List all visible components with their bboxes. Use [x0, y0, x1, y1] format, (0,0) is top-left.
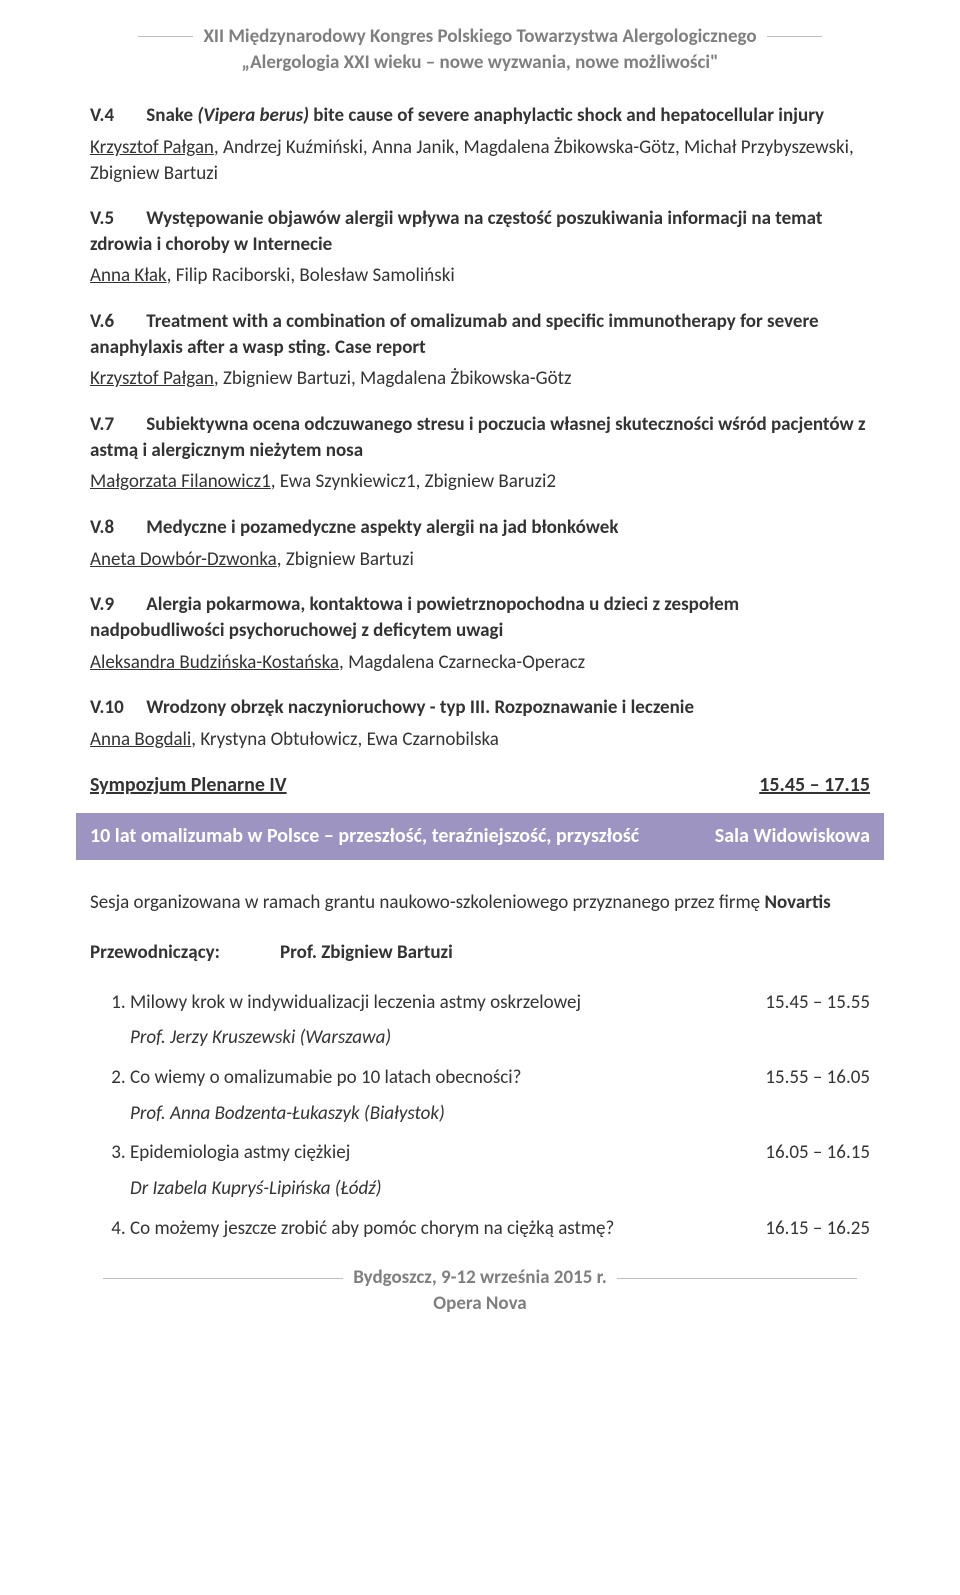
abstract-title: V.5 Występowanie objawów alergii wpływa …	[90, 206, 870, 257]
abstract-title-text: Występowanie objawów alergii wpływa na c…	[90, 207, 822, 256]
abstract-authors: Anna Bogdali, Krystyna Obtułowicz, Ewa C…	[90, 727, 870, 753]
abstract-code: V.7	[90, 412, 142, 438]
page-header: XII Międzynarodowy Kongres Polskiego Tow…	[90, 24, 870, 75]
abstract-code: V.10	[90, 695, 142, 721]
abstract-title-text: Snake (Vipera berus) bite cause of sever…	[146, 104, 824, 127]
chair-label: Przewodniczący:	[90, 940, 280, 966]
abstract-lead-author: Aneta Dowbór-Dzwonka	[90, 548, 277, 571]
talk-time: 16.05 – 16.15	[765, 1140, 870, 1166]
talk-title: Milowy krok w indywidualizacji leczenia …	[130, 990, 765, 1016]
talk-time: 15.55 – 16.05	[765, 1065, 870, 1091]
talk-speaker: Dr Izabela Kupryś-Lipińska (Łódź)	[130, 1176, 870, 1202]
abstract-code: V.8	[90, 515, 142, 541]
header-subtitle: „Alergologia XXI wieku – nowe wyzwania, …	[90, 50, 870, 76]
abstract-title-text: Subiektywna ocena odczuwanego stresu i p…	[90, 413, 866, 462]
abstract-code: V.9	[90, 592, 142, 618]
abstract-title: V.4 Snake (Vipera berus) bite cause of s…	[90, 103, 870, 129]
abstract-title: V.10 Wrodzony obrzęk naczynioruchowy - t…	[90, 695, 870, 721]
abstract-item: V.4 Snake (Vipera berus) bite cause of s…	[90, 103, 870, 186]
abstract-lead-author: Anna Kłak	[90, 264, 167, 287]
page-footer: Bydgoszcz, 9-12 września 2015 r. Opera N…	[90, 1265, 870, 1316]
abstract-title-text: Treatment with a combination of omalizum…	[90, 310, 819, 359]
abstract-item: V.10 Wrodzony obrzęk naczynioruchowy - t…	[90, 695, 870, 752]
abstract-title-text: Alergia pokarmowa, kontaktowa i powietrz…	[90, 593, 739, 642]
session-time: 15.45 – 17.15	[759, 772, 870, 799]
abstract-lead-author: Anna Bogdali	[90, 728, 191, 751]
abstract-item: V.7 Subiektywna ocena odczuwanego stresu…	[90, 412, 870, 495]
talk-item: Epidemiologia astmy ciężkiej 16.05 – 16.…	[130, 1140, 870, 1201]
talk-item: Co możemy jeszcze zrobić aby pomóc chory…	[130, 1216, 870, 1242]
talk-title: Co wiemy o omalizumabie po 10 latach obe…	[130, 1065, 765, 1091]
talk-list: Milowy krok w indywidualizacji leczenia …	[90, 990, 870, 1241]
abstract-authors: Anna Kłak, Filip Raciborski, Bolesław Sa…	[90, 263, 870, 289]
abstract-coauthors: , Filip Raciborski, Bolesław Samoliński	[167, 264, 455, 287]
session-title-bar: 10 lat omalizumab w Polsce – przeszłość,…	[76, 813, 884, 860]
footer-rule-right	[617, 1278, 857, 1279]
session-bar-title: 10 lat omalizumab w Polsce – przeszłość,…	[90, 823, 695, 850]
session-bar-room: Sala Widowiskowa	[715, 823, 870, 850]
abstract-lead-author: Krzysztof Pałgan	[90, 136, 214, 159]
abstract-title: V.9 Alergia pokarmowa, kontaktowa i powi…	[90, 592, 870, 643]
session-note-text: Sesja organizowana w ramach grantu nauko…	[90, 891, 764, 914]
session-header-row: Sympozjum Plenarne IV 15.45 – 17.15	[90, 772, 870, 799]
abstract-title: V.7 Subiektywna ocena odczuwanego stresu…	[90, 412, 870, 463]
header-title: XII Międzynarodowy Kongres Polskiego Tow…	[203, 24, 756, 50]
abstract-authors: Małgorzata Filanowicz1, Ewa Szynkiewicz1…	[90, 469, 870, 495]
abstract-lead-author: Małgorzata Filanowicz1	[90, 470, 271, 493]
talk-item: Co wiemy o omalizumabie po 10 latach obe…	[130, 1065, 870, 1126]
header-rule-right	[767, 36, 822, 37]
abstract-title-text: Wrodzony obrzęk naczynioruchowy - typ II…	[146, 696, 694, 719]
document-page: XII Międzynarodowy Kongres Polskiego Tow…	[0, 0, 960, 1347]
abstract-coauthors: , Zbigniew Bartuzi	[277, 548, 414, 571]
talk-time: 16.15 – 16.25	[765, 1216, 870, 1242]
chair-name: Prof. Zbigniew Bartuzi	[280, 940, 453, 966]
abstract-item: V.8 Medyczne i pozamedyczne aspekty aler…	[90, 515, 870, 572]
talk-title: Co możemy jeszcze zrobić aby pomóc chory…	[130, 1216, 765, 1242]
abstract-title: V.6 Treatment with a combination of omal…	[90, 309, 870, 360]
footer-rule-left	[103, 1278, 343, 1279]
abstract-coauthors: , Krystyna Obtułowicz, Ewa Czarnobilska	[191, 728, 499, 751]
abstract-title: V.8 Medyczne i pozamedyczne aspekty aler…	[90, 515, 870, 541]
abstract-coauthors: , Magdalena Czarnecka-Operacz	[339, 651, 585, 674]
chair-row: Przewodniczący: Prof. Zbigniew Bartuzi	[90, 940, 870, 966]
abstract-item: V.5 Występowanie objawów alergii wpływa …	[90, 206, 870, 289]
session-note-sponsor: Novartis	[764, 891, 830, 914]
abstract-code: V.6	[90, 309, 142, 335]
abstract-code: V.4	[90, 103, 142, 129]
abstract-coauthors: , Ewa Szynkiewicz1, Zbigniew Baruzi2	[271, 470, 556, 493]
talk-title: Epidemiologia astmy ciężkiej	[130, 1140, 765, 1166]
abstract-title-text: Medyczne i pozamedyczne aspekty alergii …	[146, 516, 618, 539]
header-rule-left	[138, 36, 193, 37]
talk-speaker: Prof. Jerzy Kruszewski (Warszawa)	[130, 1025, 870, 1051]
talk-item: Milowy krok w indywidualizacji leczenia …	[130, 990, 870, 1051]
abstract-authors: Aneta Dowbór-Dzwonka, Zbigniew Bartuzi	[90, 547, 870, 573]
abstract-code: V.5	[90, 206, 142, 232]
session-name: Sympozjum Plenarne IV	[90, 772, 287, 799]
abstract-coauthors: , Zbigniew Bartuzi, Magdalena Żbikowska-…	[214, 367, 572, 390]
session-sponsor-note: Sesja organizowana w ramach grantu nauko…	[90, 890, 870, 916]
footer-line1: Bydgoszcz, 9-12 września 2015 r.	[353, 1265, 607, 1291]
footer-line2: Opera Nova	[90, 1291, 870, 1317]
abstract-authors: Krzysztof Pałgan, Andrzej Kuźmiński, Ann…	[90, 135, 870, 186]
abstract-authors: Aleksandra Budzińska-Kostańska, Magdalen…	[90, 650, 870, 676]
abstract-item: V.9 Alergia pokarmowa, kontaktowa i powi…	[90, 592, 870, 675]
talk-speaker: Prof. Anna Bodzenta-Łukaszyk (Białystok)	[130, 1101, 870, 1127]
abstract-authors: Krzysztof Pałgan, Zbigniew Bartuzi, Magd…	[90, 366, 870, 392]
abstract-lead-author: Aleksandra Budzińska-Kostańska	[90, 651, 339, 674]
talk-time: 15.45 – 15.55	[765, 990, 870, 1016]
abstract-item: V.6 Treatment with a combination of omal…	[90, 309, 870, 392]
abstract-lead-author: Krzysztof Pałgan	[90, 367, 214, 390]
